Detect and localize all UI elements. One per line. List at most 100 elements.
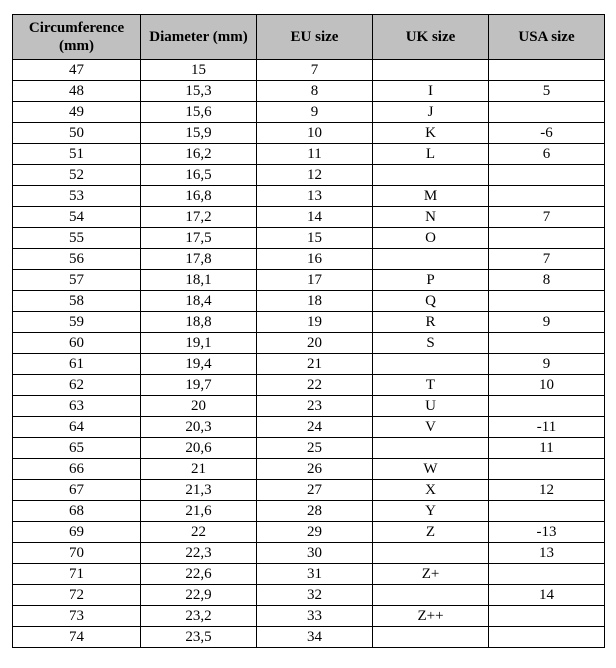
- table-cell: 9: [257, 102, 373, 123]
- table-cell: 12: [489, 480, 605, 501]
- table-cell: 52: [13, 165, 141, 186]
- table-cell: 33: [257, 606, 373, 627]
- table-cell: [489, 501, 605, 522]
- table-row: 5116,211L6: [13, 144, 605, 165]
- table-cell: 20: [257, 333, 373, 354]
- table-cell: R: [373, 312, 489, 333]
- table-cell: 10: [257, 123, 373, 144]
- table-cell: 22: [257, 375, 373, 396]
- col-eu: EU size: [257, 15, 373, 60]
- col-label: Diameter (mm): [149, 29, 247, 45]
- table-cell: S: [373, 333, 489, 354]
- table-cell: [373, 60, 489, 81]
- table-cell: [373, 543, 489, 564]
- table-cell: Y: [373, 501, 489, 522]
- table-cell: 64: [13, 417, 141, 438]
- table-cell: 22: [141, 522, 257, 543]
- table-cell: O: [373, 228, 489, 249]
- table-cell: U: [373, 396, 489, 417]
- table-cell: 19,7: [141, 375, 257, 396]
- table-cell: 25: [257, 438, 373, 459]
- table-cell: 15,3: [141, 81, 257, 102]
- table-cell: 54: [13, 207, 141, 228]
- table-cell: 22,3: [141, 543, 257, 564]
- table-cell: V: [373, 417, 489, 438]
- table-cell: 16,8: [141, 186, 257, 207]
- table-cell: 20,6: [141, 438, 257, 459]
- table-row: 692229Z-13: [13, 522, 605, 543]
- table-cell: 58: [13, 291, 141, 312]
- table-cell: 10: [489, 375, 605, 396]
- table-cell: 48: [13, 81, 141, 102]
- table-cell: 13: [257, 186, 373, 207]
- col-label: USA size: [518, 29, 574, 45]
- table-cell: 9: [489, 312, 605, 333]
- table-cell: 66: [13, 459, 141, 480]
- table-cell: 8: [257, 81, 373, 102]
- table-cell: 14: [257, 207, 373, 228]
- table-cell: 49: [13, 102, 141, 123]
- table-cell: Z++: [373, 606, 489, 627]
- table-cell: 72: [13, 585, 141, 606]
- table-cell: 63: [13, 396, 141, 417]
- table-row: 5918,819R9: [13, 312, 605, 333]
- table-row: 5617,8167: [13, 249, 605, 270]
- table-cell: 8: [489, 270, 605, 291]
- table-cell: 21,6: [141, 501, 257, 522]
- table-cell: 6: [489, 144, 605, 165]
- col-label: EU size: [291, 29, 339, 45]
- table-cell: 53: [13, 186, 141, 207]
- table-cell: [489, 228, 605, 249]
- table-row: 5718,117P8: [13, 270, 605, 291]
- table-row: 7423,534: [13, 627, 605, 648]
- table-cell: J: [373, 102, 489, 123]
- table-cell: 26: [257, 459, 373, 480]
- table-row: 6420,324V-11: [13, 417, 605, 438]
- table-row: 6520,62511: [13, 438, 605, 459]
- table-cell: 70: [13, 543, 141, 564]
- table-row: 662126W: [13, 459, 605, 480]
- table-cell: 55: [13, 228, 141, 249]
- table-row: 6019,120S: [13, 333, 605, 354]
- table-row: 7222,93214: [13, 585, 605, 606]
- table-cell: [373, 354, 489, 375]
- table-cell: 17: [257, 270, 373, 291]
- table-cell: 18,1: [141, 270, 257, 291]
- table-cell: 18,8: [141, 312, 257, 333]
- table-cell: [489, 291, 605, 312]
- table-cell: Q: [373, 291, 489, 312]
- table-row: 5015,910K-6: [13, 123, 605, 144]
- table-row: 6119,4219: [13, 354, 605, 375]
- table-cell: [373, 165, 489, 186]
- table-cell: X: [373, 480, 489, 501]
- table-cell: 31: [257, 564, 373, 585]
- table-cell: 17,5: [141, 228, 257, 249]
- col-diameter: Diameter (mm): [141, 15, 257, 60]
- table-cell: [489, 606, 605, 627]
- table-cell: 16,5: [141, 165, 257, 186]
- table-cell: 47: [13, 60, 141, 81]
- table-header: Circumference (mm) Diameter (mm) EU size…: [13, 15, 605, 60]
- table-cell: P: [373, 270, 489, 291]
- table-cell: 15,9: [141, 123, 257, 144]
- table-cell: 24: [257, 417, 373, 438]
- table-cell: 19: [257, 312, 373, 333]
- table-cell: 57: [13, 270, 141, 291]
- table-cell: 30: [257, 543, 373, 564]
- table-cell: W: [373, 459, 489, 480]
- table-cell: -13: [489, 522, 605, 543]
- table-cell: 23: [257, 396, 373, 417]
- table-cell: K: [373, 123, 489, 144]
- table-row: 6821,628Y: [13, 501, 605, 522]
- table-cell: 21: [257, 354, 373, 375]
- table-cell: [489, 627, 605, 648]
- table-row: 5216,512: [13, 165, 605, 186]
- table-cell: 11: [489, 438, 605, 459]
- table-cell: 22,9: [141, 585, 257, 606]
- col-label: UK size: [406, 29, 456, 45]
- table-cell: 34: [257, 627, 373, 648]
- col-label: Circumference (mm): [29, 20, 124, 54]
- table-row: 7122,631Z+: [13, 564, 605, 585]
- table-cell: 20,3: [141, 417, 257, 438]
- table-cell: [489, 186, 605, 207]
